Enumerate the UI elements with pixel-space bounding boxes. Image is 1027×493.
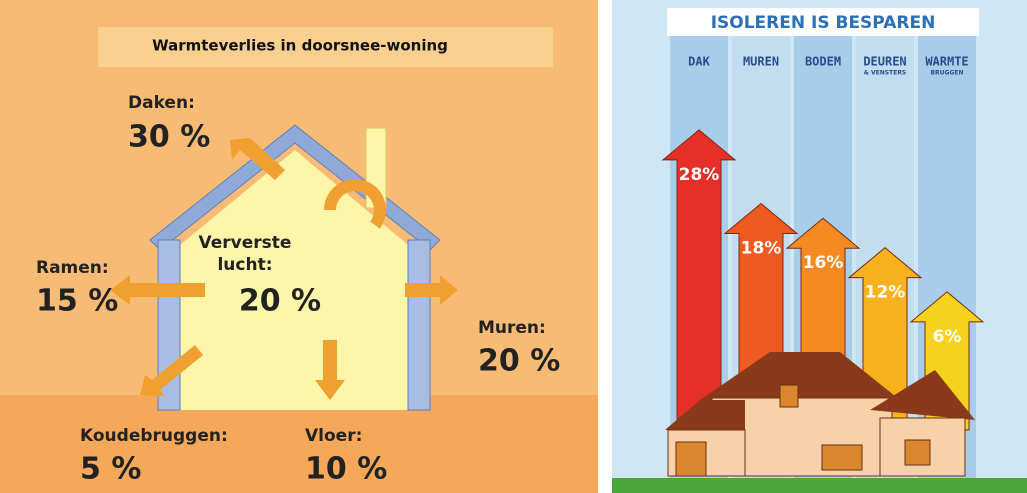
house-interior <box>180 150 408 410</box>
column-sublabel: & VENSTERS <box>864 70 907 77</box>
value: 30 % <box>128 120 210 155</box>
title-box <box>98 27 553 67</box>
label: Koudebruggen: <box>80 426 228 446</box>
label: Ramen: <box>36 258 109 278</box>
arrow-label: 18% <box>741 239 782 259</box>
column-label: DAK <box>688 55 710 69</box>
arrow <box>315 340 345 400</box>
column-label: WARMTE <box>925 55 968 69</box>
right-panel: ISOLEREN IS BESPAREN 28% 18% 16% 12% 6% DAK M… <box>612 0 1027 493</box>
arrow-label: 12% <box>865 283 906 303</box>
arrow-label: 6% <box>933 327 962 347</box>
value: 15 % <box>36 284 118 319</box>
arrow-label: 16% <box>803 253 844 273</box>
label: Vloer: <box>305 426 362 446</box>
value: 10 % <box>305 452 387 487</box>
column-label: MUREN <box>743 55 779 69</box>
garage-door <box>675 441 707 477</box>
label-box: Ververste lucht: <box>198 233 292 275</box>
label: Muren: <box>478 318 546 338</box>
title: ISOLEREN IS BESPAREN <box>711 13 936 33</box>
house <box>665 352 975 477</box>
arrow <box>230 138 285 180</box>
side-roof <box>870 370 975 420</box>
loss-arrows <box>110 138 458 400</box>
roof <box>700 352 900 400</box>
garage-roof <box>665 400 745 430</box>
grass <box>612 478 1027 493</box>
label: Daken: <box>128 93 195 113</box>
label: Ververste lucht: <box>198 233 292 275</box>
window <box>904 439 931 466</box>
arrow <box>110 275 205 305</box>
title-box <box>667 8 979 36</box>
value: 20 % <box>239 284 321 319</box>
value: 20 % <box>478 344 560 379</box>
right-wall <box>407 239 431 411</box>
column-label: BODEM <box>805 55 841 69</box>
window <box>779 384 799 408</box>
arrow-label: 28% <box>679 165 720 185</box>
arrow <box>405 275 458 305</box>
column-label: DEUREN <box>863 55 906 69</box>
value: 5 % <box>80 452 141 487</box>
arrow <box>140 345 203 396</box>
title: Warmteverlies in doorsnee-woning <box>152 37 448 55</box>
column-sublabel: BRUGGEN <box>930 70 963 77</box>
left-panel: Warmteverlies in doorsnee-woning Daken: … <box>0 0 598 493</box>
window <box>821 444 863 471</box>
ground-band <box>0 395 598 493</box>
air-arrow <box>324 179 386 229</box>
